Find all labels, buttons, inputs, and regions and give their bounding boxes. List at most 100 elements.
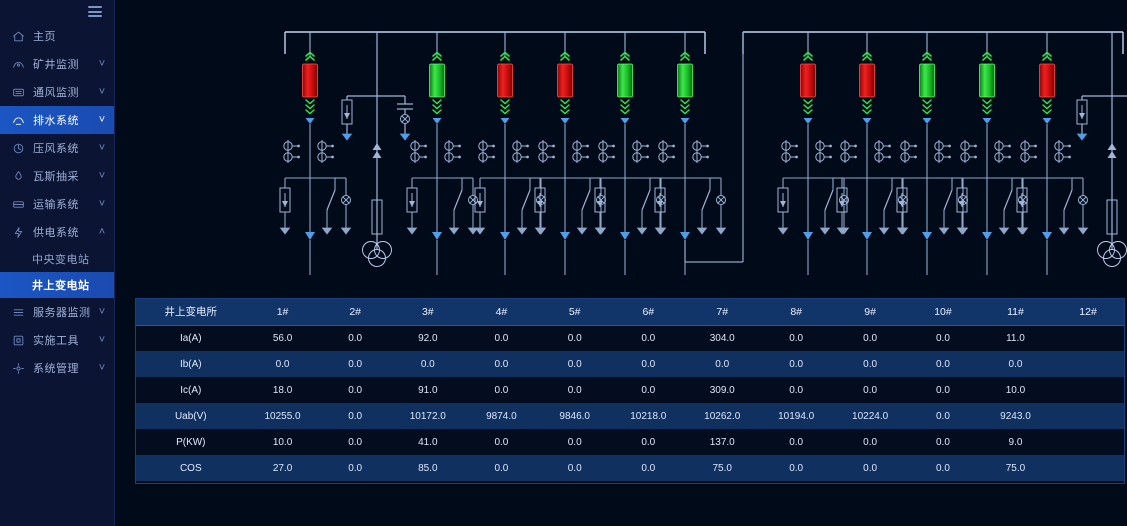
feeder-f4[interactable] [534, 32, 607, 275]
feeder-f10[interactable] [956, 32, 1029, 275]
chevron-up-icon [500, 55, 510, 61]
outgoing-arrow-icon [862, 232, 872, 240]
table-cell: 10262.0 [704, 410, 741, 422]
table-cell: 0.0 [715, 358, 730, 370]
chevron-down-icon[interactable]: ˅ [98, 306, 106, 318]
feeder-f9[interactable] [896, 32, 969, 275]
ct-icon [400, 114, 410, 124]
circuit-breaker-open[interactable] [617, 63, 633, 98]
table-cell: 9.0 [1008, 436, 1023, 448]
chevron-down-icon [500, 109, 510, 115]
pt-dot [795, 144, 798, 148]
sidebar-item-10[interactable]: 服务器监测 ˅ [0, 298, 114, 326]
sidebar-item-11[interactable]: 实施工具 ˅ [0, 326, 114, 354]
circuit-breaker-closed[interactable] [302, 63, 318, 98]
arrester-arrow-icon [1079, 113, 1085, 119]
chevron-down-icon[interactable]: ˅ [98, 198, 106, 210]
settings-icon [11, 361, 26, 375]
chevron-down-icon[interactable]: ˅ [98, 86, 106, 98]
hamburger-icon[interactable] [88, 6, 102, 17]
chevron-down-icon[interactable]: ˅ [98, 58, 106, 70]
feeder-terminal-icon [560, 118, 570, 124]
sidebar-item-label: 井上变电站 [32, 280, 90, 292]
feeder-f5[interactable] [594, 32, 667, 275]
pt-dot [888, 155, 891, 159]
disconnector-blade-icon [326, 189, 336, 211]
chevron-down-icon [1042, 99, 1052, 105]
circuit-breaker-closed[interactable] [1039, 63, 1055, 98]
sidebar-item-5[interactable]: 瓦斯抽采 ˅ [0, 162, 114, 190]
sidebar-item-8[interactable]: 中央变电站 [0, 246, 114, 272]
chevron-down-icon[interactable]: ˅ [98, 114, 106, 126]
vt-arrow-icon [372, 143, 382, 150]
pt-dot [331, 155, 334, 159]
table-header-col-7: 7# [685, 299, 760, 326]
circuit-breaker-open[interactable] [677, 63, 693, 98]
sidebar-item-2[interactable]: 通风监测 ˅ [0, 78, 114, 106]
chevron-up-icon[interactable]: ˄ [98, 226, 106, 238]
arrester-arrow-icon [780, 201, 786, 207]
chevron-down-icon [680, 99, 690, 105]
chevron-down-icon[interactable]: ˅ [98, 142, 106, 154]
arrester-arrow-icon [344, 113, 350, 119]
sidebar-item-label: 压风系统 [33, 143, 79, 155]
chevron-down-icon [620, 109, 630, 115]
tools-icon [11, 333, 26, 347]
chevron-down-icon [305, 104, 315, 110]
chevron-down-icon [432, 99, 442, 105]
table-cell: 0.0 [641, 436, 656, 448]
table-cell: 0.0 [275, 358, 290, 370]
sidebar-item-7[interactable]: 供电系统 ˄ [0, 218, 114, 246]
outgoing-arrow-icon [680, 232, 690, 240]
sidebar-item-4[interactable]: 压风系统 ˅ [0, 134, 114, 162]
chevron-down-icon [680, 109, 690, 115]
feeder-f6[interactable] [654, 32, 727, 275]
feeder-f7[interactable] [777, 32, 850, 275]
table-cell [1052, 325, 1124, 351]
feeder-f1[interactable] [279, 32, 352, 275]
chevron-down-icon[interactable]: ˅ [98, 362, 106, 374]
feeder-f2[interactable] [406, 32, 479, 275]
table-cell: 10.0 [272, 436, 293, 448]
table-header-col-6: 6# [611, 299, 686, 326]
sidebar-item-0[interactable]: 主页 [0, 22, 114, 50]
circuit-breaker-open[interactable] [979, 63, 995, 98]
circuit-breaker-closed[interactable] [800, 63, 816, 98]
vt-transformer-bay[interactable] [1076, 32, 1127, 267]
sidebar-item-3[interactable]: 排水系统 ˅ [0, 106, 114, 134]
circuit-breaker-closed[interactable] [497, 63, 513, 98]
table-header-col-10: 10# [907, 299, 979, 326]
table-cell: 18.0 [272, 384, 293, 396]
single-line-diagram[interactable] [115, 0, 1127, 285]
ground-terminal-icon [594, 227, 606, 235]
circuit-breaker-open[interactable] [429, 63, 445, 98]
feeder-f11[interactable] [1016, 32, 1089, 275]
chevron-down-icon[interactable]: ˅ [98, 170, 106, 182]
ground-terminal-icon [576, 227, 588, 235]
server-icon [11, 305, 26, 319]
circuit-breaker-closed[interactable] [859, 63, 875, 98]
outgoing-arrow-icon [1042, 232, 1052, 240]
feeder-f3[interactable] [474, 32, 547, 275]
chevron-down-icon [432, 104, 442, 110]
arrester-arrow-icon [899, 201, 905, 207]
table-header-col-1: 1# [245, 299, 320, 326]
sidebar-item-12[interactable]: 系统管理 ˅ [0, 354, 114, 382]
feeder-f8[interactable] [836, 32, 909, 275]
chevron-down-icon[interactable]: ˅ [98, 334, 106, 346]
sidebar-item-6[interactable]: 运输系统 ˅ [0, 190, 114, 218]
pt-dot [492, 155, 495, 159]
table-cell: 0.0 [348, 358, 363, 370]
pt-dot [888, 144, 891, 148]
chevron-down-icon [620, 99, 630, 105]
circuit-breaker-open[interactable] [919, 63, 935, 98]
ct-cross [717, 196, 725, 204]
ct-cross [342, 196, 350, 204]
circuit-breaker-closed[interactable] [557, 63, 573, 98]
pt-dot [948, 155, 951, 159]
bus-section-right [742, 31, 1127, 275]
vt-transformer-bay[interactable] [341, 32, 413, 267]
sidebar-item-9[interactable]: 井上变电站 [0, 272, 114, 298]
sidebar-item-1[interactable]: 矿井监测 ˅ [0, 50, 114, 78]
